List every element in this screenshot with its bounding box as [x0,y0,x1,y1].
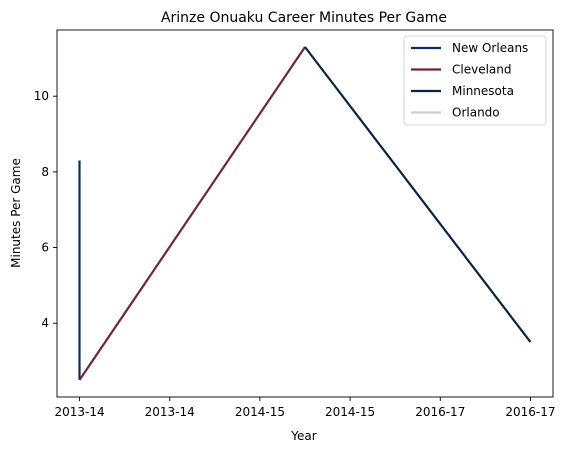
x-tick-label: 2013-14 [54,405,104,419]
legend-label: Orlando [452,106,500,120]
x-axis-label: Year [290,429,316,443]
y-axis-label: Minutes Per Game [9,158,23,268]
plot-lines [78,46,532,381]
x-tick-label: 2016-17 [415,405,465,419]
y-tick-label: 6 [41,241,49,255]
plot-frame [56,29,554,398]
chart-title: Arinze Onuaku Career Minutes Per Game [161,10,447,26]
legend-label: Cleveland [452,63,512,77]
y-axis-ticks: 4 6 8 10 [34,89,57,330]
legend-frame [403,35,547,126]
x-tick-label: 2016-17 [505,405,555,419]
x-tick-label: 2014-15 [235,405,285,419]
y-tick-label: 10 [34,89,49,103]
legend-label: Minnesota [452,84,514,98]
x-tick-label: 2014-15 [325,405,375,419]
legend-label: New Orleans [452,41,528,55]
y-tick-label: 4 [41,316,49,330]
x-tick-label: 2013-14 [145,405,195,419]
series-line-1 [78,46,306,381]
series-line-2 [304,46,532,343]
y-tick-label: 8 [41,165,49,179]
x-axis-ticks: 2013-14 2013-14 2014-15 2014-15 2016-17 2016-… [54,397,556,419]
legend: New Orleans Cleveland Minnesota Orlando [403,35,547,126]
